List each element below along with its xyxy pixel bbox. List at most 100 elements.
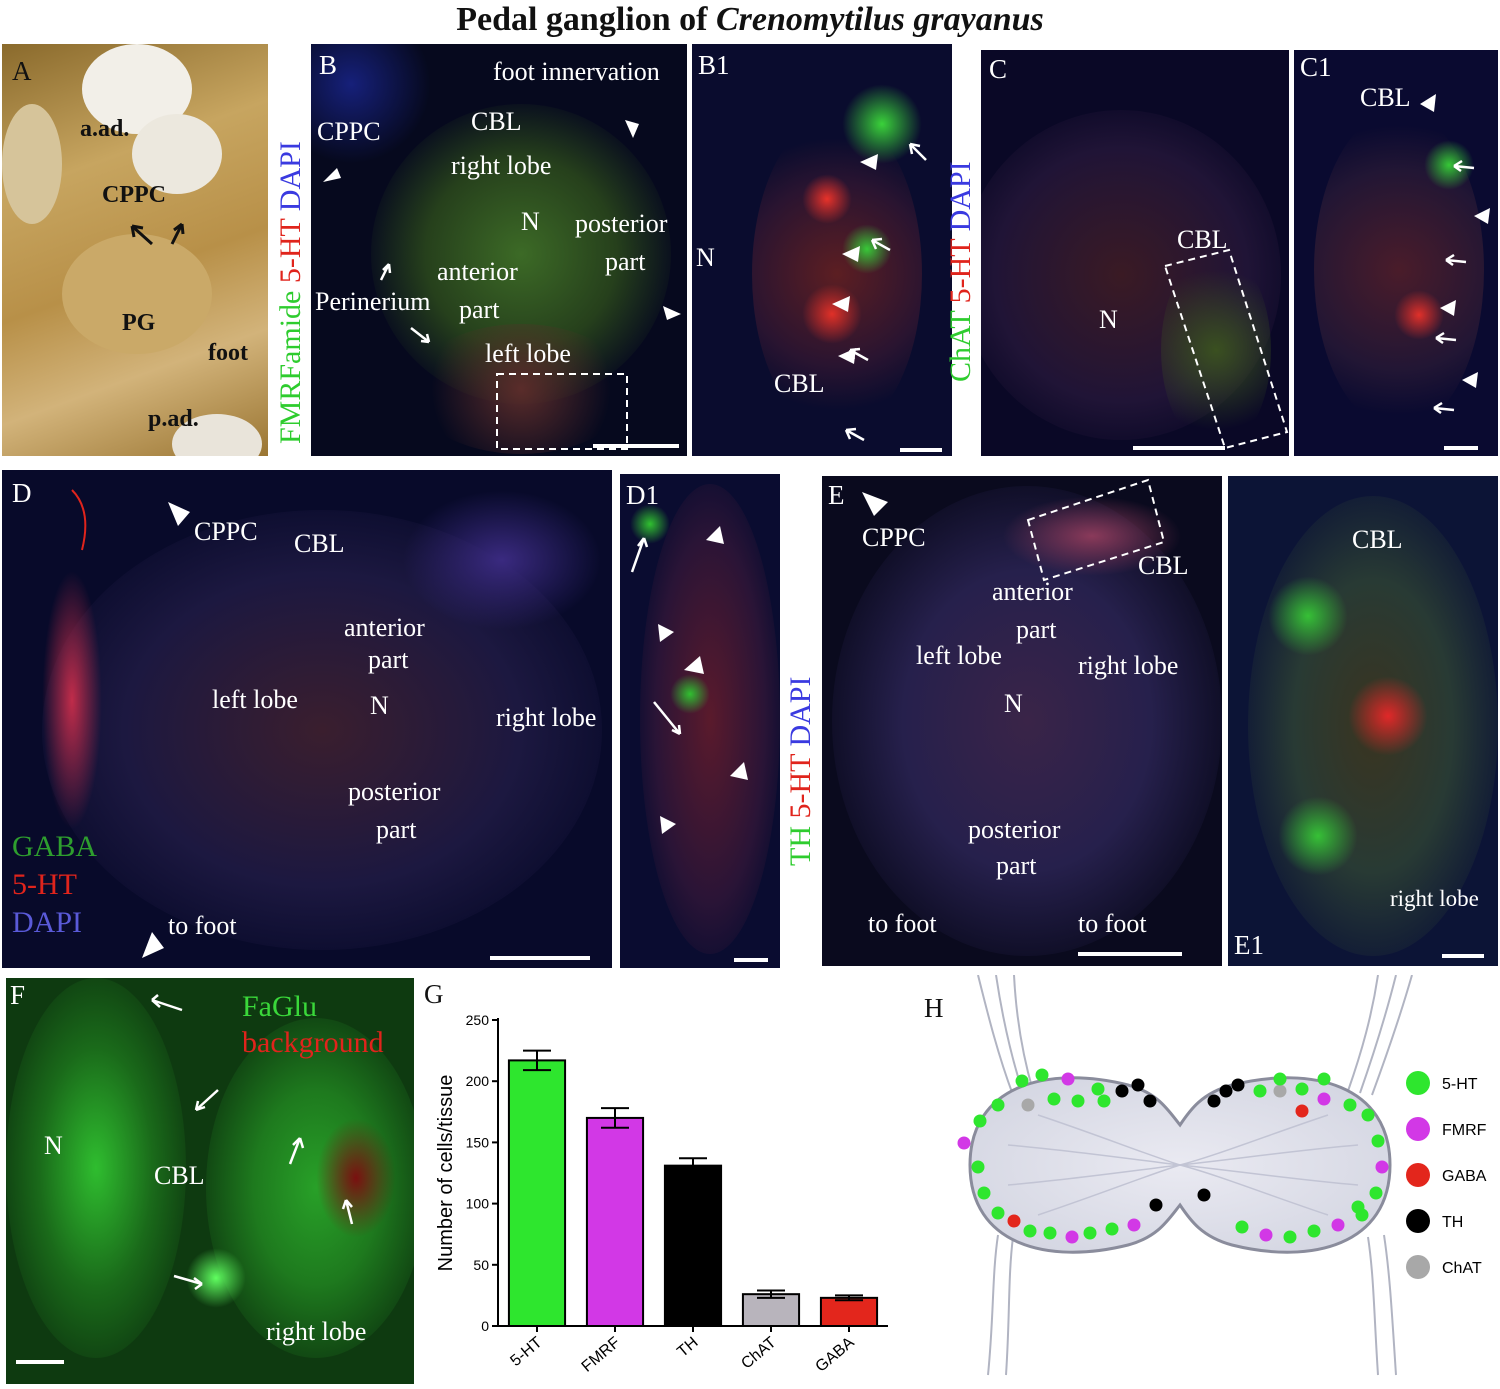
legend-marker-chat	[1406, 1255, 1430, 1279]
neuron-5-ht	[1371, 1134, 1385, 1148]
label-b-posterior-part: part	[605, 247, 646, 276]
scale-bar-d1	[734, 958, 768, 962]
label-e-cbl: CBL	[1138, 551, 1189, 580]
stain-label-c: ChAT 5-HT DAPI	[944, 161, 977, 382]
label-d-left-lobe: left lobe	[212, 685, 298, 714]
scale-bar-c1	[1444, 446, 1478, 450]
stain-label-b: FMRFamide 5-HT DAPI	[274, 141, 307, 444]
neuron-5-ht	[1105, 1222, 1119, 1236]
legend-label-chat: ChAT	[1442, 1260, 1482, 1277]
label-e-posterior-part: part	[996, 851, 1037, 880]
label-b-anterior-part: part	[459, 295, 500, 324]
scale-bar-c	[1133, 446, 1225, 450]
legend-label-fmrf: FMRF	[1442, 1122, 1487, 1139]
arrows-d1	[630, 526, 748, 834]
neuron-5-ht	[1307, 1224, 1321, 1238]
label-e1-cbl: CBL	[1352, 525, 1403, 554]
label-d-anterior-part: part	[368, 645, 409, 674]
panel-e1-letter: E1	[1234, 930, 1264, 960]
panel-c1-letter: C1	[1300, 52, 1332, 82]
panel-c-micrograph: C CBL N	[981, 50, 1289, 456]
panel-f-micrograph: F FaGlu background N CBL right lobe	[6, 978, 414, 1384]
scale-bar-b1	[900, 448, 942, 452]
arrows-b1	[832, 142, 927, 442]
panel-a-letter: A	[12, 56, 32, 86]
panel-e-micrograph: E CPPC CBL anterior part left lobe right…	[822, 476, 1222, 966]
neuropil-fibers	[1007, 1114, 1359, 1216]
label-d-right-lobe: right lobe	[496, 703, 597, 732]
label-d-posterior: posterior	[348, 777, 441, 806]
panel-d1-micrograph: D1	[620, 474, 780, 968]
panel-g-chart: G 0 50 100 150 200 250 Number of cells/tissue 5…	[418, 975, 898, 1385]
neuron-5-ht	[1295, 1082, 1309, 1096]
label-e-right-lobe: right lobe	[1078, 651, 1179, 680]
panel-h-letter: H	[924, 993, 944, 1023]
label-f-cbl: CBL	[154, 1161, 205, 1190]
neuron-fmrf	[957, 1136, 971, 1150]
y-tick-label: 150	[466, 1134, 490, 1150]
arrows-d	[71, 489, 190, 958]
neuron-dots	[957, 1068, 1389, 1244]
panel-f-letter: F	[10, 980, 26, 1010]
neuron-fmrf	[1375, 1160, 1389, 1174]
neuron-th	[1197, 1188, 1211, 1202]
label-f-right-lobe: right lobe	[266, 1317, 367, 1346]
label-e-n: N	[1004, 689, 1023, 718]
legend-marker-gaba	[1406, 1163, 1430, 1187]
scale-bar-e	[1078, 952, 1182, 956]
label-c1-cbl: CBL	[1360, 83, 1411, 112]
neuron-5-ht	[1043, 1226, 1057, 1240]
label-e-posterior: posterior	[968, 815, 1061, 844]
neuron-th	[1115, 1084, 1129, 1098]
neuron-5-ht	[991, 1098, 1005, 1112]
ganglion-schematic-svg: 5-HT FMRF GABA TH ChAT	[957, 974, 1487, 1376]
label-d-cbl: CBL	[294, 529, 345, 558]
neuron-5-ht	[1253, 1084, 1267, 1098]
panel-b-letter: B	[319, 50, 338, 80]
panel-a-photo: A a.ad. CPPC PG foot p.ad.	[2, 44, 268, 456]
label-foot-innervation: foot innervation	[493, 57, 660, 86]
label-b1-n: N	[696, 243, 715, 272]
neuron-fmrf	[1065, 1230, 1079, 1244]
neuron-5-ht	[973, 1114, 987, 1128]
legend-label-th: TH	[1442, 1214, 1463, 1231]
scale-bar-f	[16, 1360, 64, 1364]
y-tick-label: 0	[481, 1318, 489, 1334]
scale-bar-b	[593, 444, 679, 448]
label-b-cbl: CBL	[471, 107, 522, 136]
label-a-ad: a.ad.	[80, 116, 130, 142]
x-tick-label: TH	[674, 1334, 701, 1361]
arrows-a	[130, 222, 185, 246]
stain-label-f-green: FaGlu	[242, 990, 317, 1023]
panel-b1-letter: B1	[698, 50, 730, 80]
label-e-left-lobe: left lobe	[916, 641, 1002, 670]
panel-d1-letter: D1	[626, 480, 659, 510]
panel-d-letter: D	[12, 478, 32, 508]
bar-gaba	[819, 1296, 879, 1327]
label-e-cppc: CPPC	[862, 523, 926, 552]
panel-d-micrograph: D CPPC CBL anterior part left lobe N rig…	[2, 470, 612, 968]
stain-label-f-red: background	[242, 1026, 384, 1059]
panel-c1-micrograph: C1 CBL	[1294, 50, 1498, 456]
label-f-n: N	[44, 1131, 63, 1160]
legend-marker-5-ht	[1406, 1071, 1430, 1095]
neuron-5-ht	[1235, 1220, 1249, 1234]
label-b-left-lobe: left lobe	[485, 339, 571, 368]
neuron-5-ht	[1369, 1186, 1383, 1200]
neuron-th	[1207, 1094, 1221, 1108]
y-tick-label: 250	[466, 1012, 490, 1028]
neuron-5-ht	[1023, 1224, 1037, 1238]
arrows-f	[151, 994, 354, 1291]
neuron-chat	[1021, 1098, 1035, 1112]
neuron-5-ht	[977, 1186, 991, 1200]
neuron-5-ht	[1273, 1072, 1287, 1086]
neuron-th	[1131, 1078, 1145, 1092]
label-b-anterior: anterior	[437, 257, 518, 286]
neuron-5-ht	[1071, 1094, 1085, 1108]
panel-e1-micrograph: CBL right lobe E1	[1228, 476, 1498, 966]
label-e1-right-lobe: right lobe	[1390, 886, 1479, 911]
y-tick-label: 100	[466, 1196, 490, 1212]
x-tick-label: GABA	[813, 1334, 858, 1376]
stain-label-d-green: GABA	[12, 830, 98, 863]
neuron-th	[1219, 1084, 1233, 1098]
